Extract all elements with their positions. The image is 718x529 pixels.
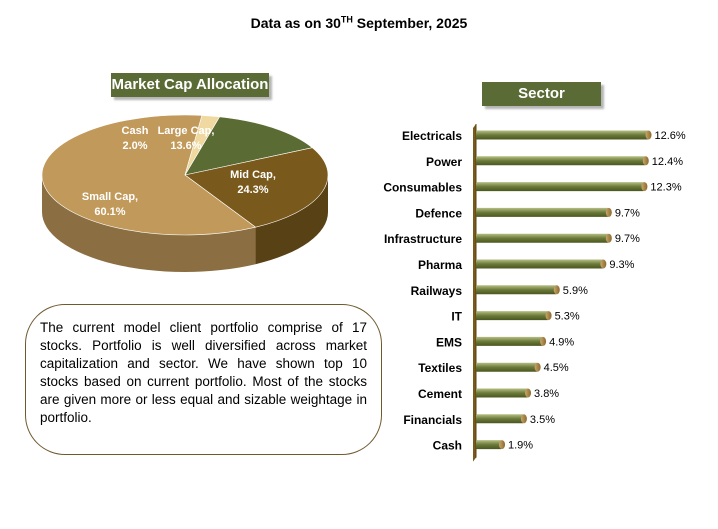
bar-cap-1 [642,156,649,166]
bar-cap-11 [520,414,527,424]
bar-category-label: Cement [418,387,462,401]
bar-category-label: Textiles [418,361,462,375]
bar-4 [476,233,609,243]
bar-category-label: Electricals [402,129,462,143]
market-cap-pie-chart: Large Cap, 13.6% Mid Cap, 24.3% Small Cap, 60… [41,114,329,272]
bar-category-label: EMS [436,335,462,349]
bar-11 [476,414,524,424]
bar-6 [476,285,557,295]
pie-label-2: Small Cap, [82,191,138,203]
header-date-superscript: TH [340,14,353,25]
bar-category-label: Power [426,155,462,169]
bar-category-label: IT [451,310,462,324]
bar-value-label: 9.7% [615,207,640,219]
bar-category-label: Pharma [418,258,462,272]
sector-allocation-title: Sector Allocation [482,82,601,126]
sector-bar-chart: Electricals 12.6% Power 12.4% Consumables 12.… [383,124,686,462]
bar-2 [476,182,645,192]
bar-cap-6 [553,285,560,295]
bar-axis-wall [473,124,476,462]
bar-cap-3 [605,207,612,217]
bar-value-label: 3.5% [530,414,555,426]
bar-3 [476,207,609,217]
pie-slice-1 [184,147,329,228]
pie-value-0: 13.6% [170,140,201,152]
bar-0 [476,130,649,140]
bar-cap-4 [605,233,612,243]
bar-category-label: Financials [403,413,462,427]
pie-slice-0 [184,116,314,176]
bar-category-label: Consumables [383,181,462,195]
bar-value-label: 3.8% [534,388,559,400]
bar-value-label: 12.4% [652,156,683,168]
bar-cap-8 [540,336,547,346]
bar-8 [476,336,544,346]
portfolio-description: The current model client portfolio compr… [25,304,382,455]
bar-5 [476,259,604,269]
bar-value-label: 9.7% [615,233,640,245]
bar-cap-2 [641,182,648,192]
bar-value-label: 12.6% [655,130,686,142]
bar-9 [476,362,538,372]
market-cap-title: Market Cap Allocation [111,73,269,97]
bar-category-label: Defence [415,206,462,220]
bar-category-label: Infrastructure [384,232,462,246]
header-date-prefix: Data as on 30 [250,15,341,31]
bar-value-label: 1.9% [508,440,533,452]
bar-value-label: 12.3% [650,182,681,194]
bar-1 [476,156,646,166]
pie-value-3: 2.0% [122,140,147,152]
pie-slice-3 [184,115,221,176]
bar-cap-5 [600,259,607,269]
pie-slice-side-1 [255,175,328,265]
bar-cap-7 [545,311,552,321]
bar-12 [476,440,503,450]
bar-cap-12 [499,440,506,450]
pie-value-1: 24.3% [237,184,268,196]
bar-value-label: 9.3% [609,259,634,271]
pie-slice-2 [41,114,257,236]
bar-category-label: Railways [411,284,463,298]
pie-label-3: Cash [122,125,149,137]
page-header: Data as on 30TH September, 2025 [0,15,718,31]
bar-value-label: 4.5% [544,362,569,374]
pie-value-2: 60.1% [94,206,125,218]
bar-value-label: 4.9% [549,336,574,348]
bar-category-label: Cash [433,439,462,453]
bar-value-label: 5.9% [563,285,588,297]
pie-label-0: Large Cap, [158,125,215,137]
portfolio-description-text: The current model client portfolio compr… [40,320,367,425]
pie-slice-side-2 [42,175,256,272]
bar-cap-10 [525,388,532,398]
bar-cap-0 [645,130,652,140]
bar-value-label: 5.3% [555,311,580,323]
header-date-suffix: September, 2025 [352,15,468,31]
pie-label-1: Mid Cap, [230,169,276,181]
bar-cap-9 [534,362,541,372]
bar-10 [476,388,529,398]
bar-7 [476,311,549,321]
